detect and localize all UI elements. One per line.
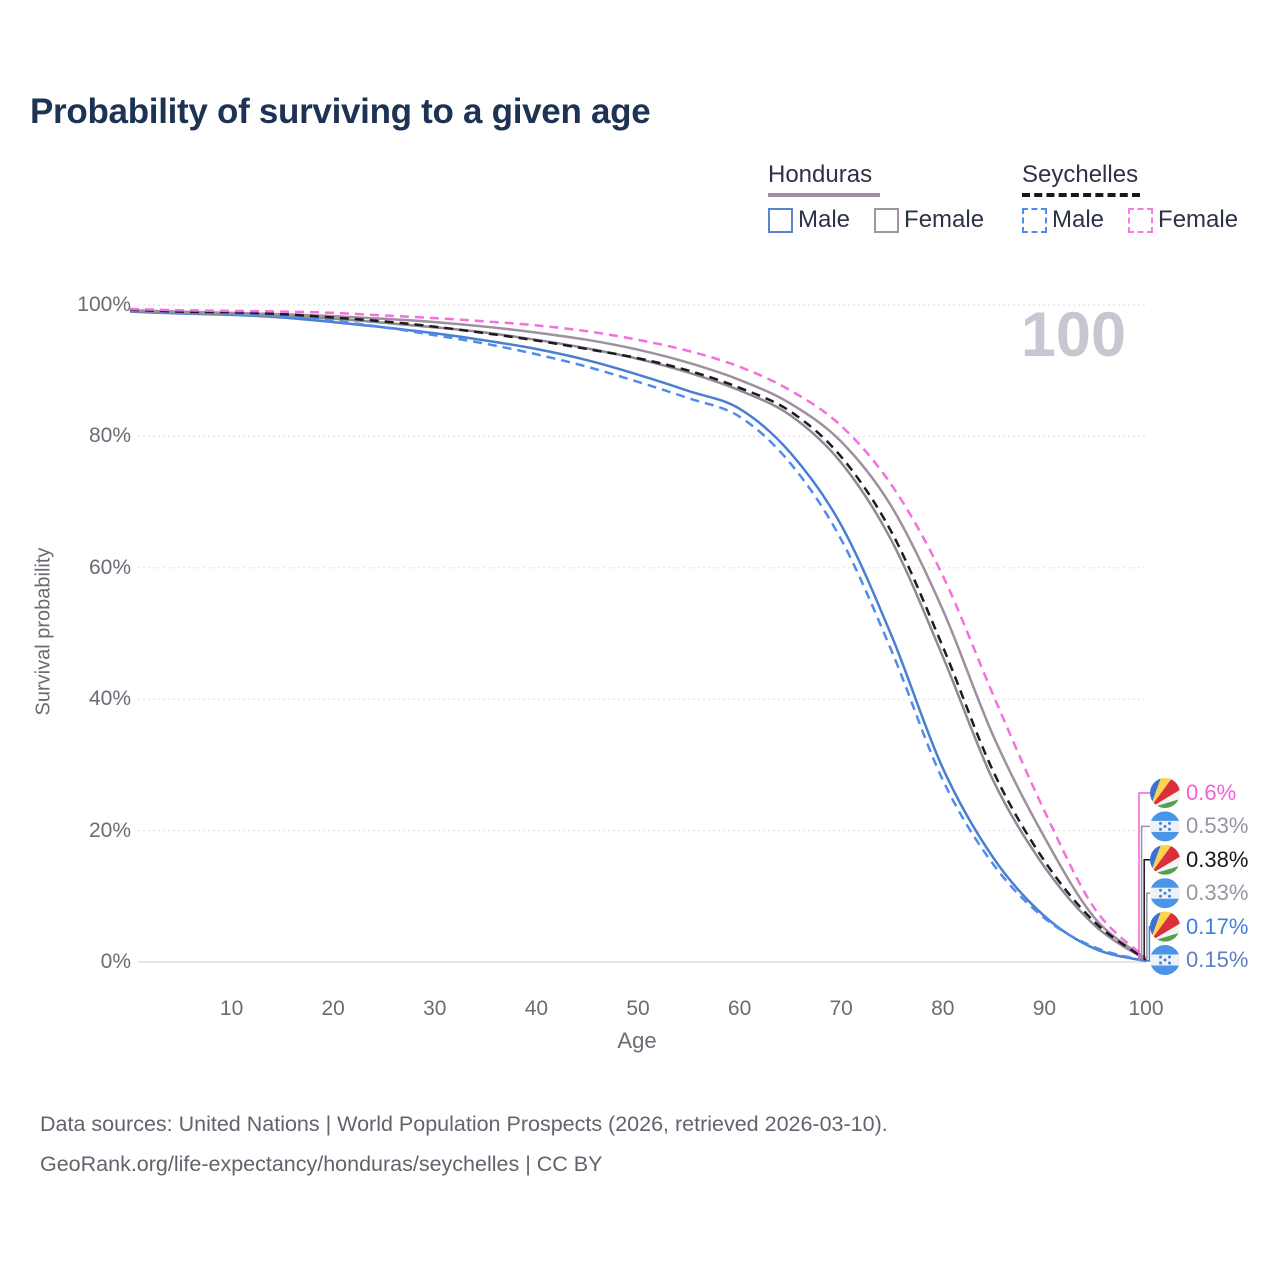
legend-underline-honduras	[768, 193, 880, 197]
end-label-value: 0.38%	[1186, 846, 1249, 872]
legend-label-seychelles-male: Male	[1052, 206, 1105, 233]
legend-item-honduras-female[interactable]: Female	[874, 206, 984, 234]
x-tick-label: 100	[1128, 997, 1164, 1020]
series-line-seychelles-both-sexes[interactable]	[129, 308, 1147, 961]
x-tick-label: 50	[626, 997, 650, 1020]
end-label-value: 0.33%	[1186, 880, 1249, 906]
flag-seychelles-icon	[1150, 844, 1180, 875]
flag-honduras-icon	[1150, 945, 1180, 975]
series-line-seychelles-male[interactable]	[129, 309, 1147, 963]
series-line-seychelles-female[interactable]	[129, 307, 1147, 959]
x-tick-label: 30	[423, 997, 447, 1020]
legend-swatch-honduras-male[interactable]	[768, 207, 793, 233]
legend-item-honduras-male[interactable]: Male	[768, 206, 850, 234]
legend-item-seychelles-female[interactable]: Female	[1128, 206, 1238, 234]
y-tick-label: 100%	[77, 293, 131, 316]
x-axis-title: Age	[617, 1028, 657, 1053]
legend-label-seychelles-female: Female	[1158, 206, 1239, 233]
footer-data-sources: Data sources: United Nations | World Pop…	[40, 1112, 888, 1136]
flag-honduras-icon	[1150, 811, 1180, 842]
y-axis-title: Survival probability	[32, 547, 55, 716]
legend-item-seychelles-male[interactable]: Male	[1022, 206, 1104, 234]
legend-underline-seychelles	[1022, 193, 1140, 197]
y-tick-label: 20%	[88, 818, 131, 842]
flag-seychelles-icon	[1150, 911, 1180, 942]
y-tick-label: 60%	[88, 555, 131, 579]
series-line-honduras-female[interactable]	[129, 309, 1147, 960]
legend-country-honduras: Honduras	[768, 161, 873, 188]
x-tick-label: 70	[829, 997, 853, 1020]
x-tick-label: 60	[727, 997, 752, 1020]
x-tick-label: 80	[931, 997, 955, 1020]
legend-group-seychelles: Seychelles Male Female	[1022, 161, 1238, 234]
flag-honduras-icon	[1150, 878, 1180, 909]
end-label-value: 0.53%	[1186, 813, 1249, 839]
legend-swatch-honduras-female[interactable]	[874, 207, 900, 233]
age-threshold-watermark: 100	[1020, 300, 1126, 370]
x-tick-label: 90	[1032, 997, 1057, 1020]
footer: Data sources: United Nations | World Pop…	[40, 1104, 888, 1184]
x-tick-label: 40	[524, 997, 549, 1020]
page-title: Probability of surviving to a given age	[30, 92, 651, 131]
x-tick-label: 10	[219, 997, 244, 1020]
flag-seychelles-icon	[1150, 778, 1180, 808]
y-tick-label: 40%	[88, 687, 131, 711]
legend-country-seychelles: Seychelles	[1022, 161, 1139, 188]
end-label-connector	[1146, 892, 1150, 961]
series-line-honduras-both-sexes[interactable]	[129, 309, 1147, 961]
y-tick-label: 0%	[100, 950, 131, 973]
legend-label-honduras-male: Male	[798, 206, 851, 233]
legend-swatch-seychelles-female[interactable]	[1128, 207, 1154, 233]
legend-swatch-seychelles-male[interactable]	[1022, 207, 1047, 233]
end-label-value: 0.6%	[1186, 780, 1237, 805]
x-tick-label: 20	[321, 997, 345, 1020]
end-label-connector	[1143, 859, 1150, 961]
end-label-value: 0.17%	[1186, 913, 1249, 939]
end-label-value: 0.15%	[1186, 947, 1249, 972]
y-tick-label: 80%	[88, 424, 131, 448]
footer-attribution: GeoRank.org/life-expectancy/honduras/sey…	[40, 1152, 603, 1176]
series-line-honduras-male[interactable]	[129, 310, 1147, 963]
legend-group-honduras: Honduras Male Female	[768, 161, 984, 234]
legend-label-honduras-female: Female	[904, 206, 985, 233]
